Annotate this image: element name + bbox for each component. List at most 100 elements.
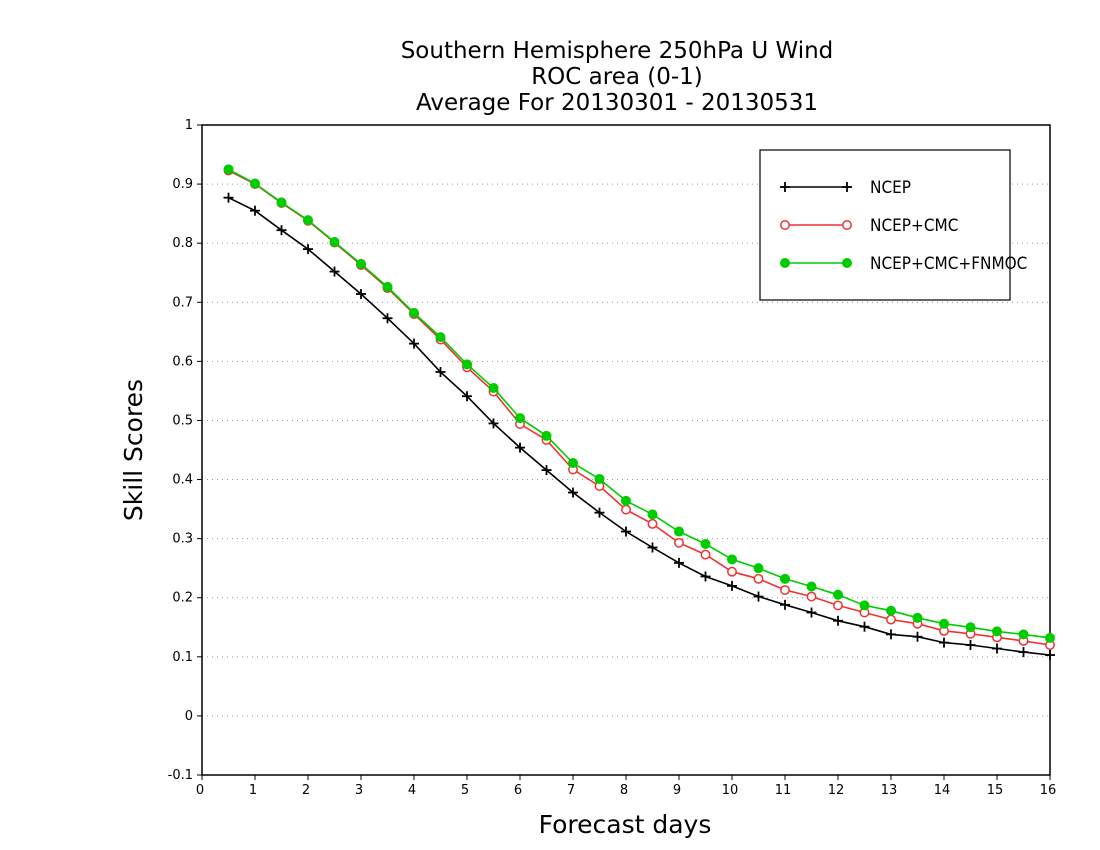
x-tick-label: 16 — [1040, 783, 1057, 798]
data-point-open-circle — [780, 585, 790, 595]
data-point-filled-circle — [223, 164, 234, 175]
data-point-plus — [992, 643, 1002, 654]
legend: NCEP NCEP+CMC NCEP+CMC+FNMOC — [759, 149, 1027, 301]
data-point-filled-circle — [842, 258, 852, 268]
data-point-plus — [806, 607, 817, 618]
data-point-filled-circle — [674, 526, 684, 537]
data-point-plus — [753, 591, 764, 602]
data-point-plus — [859, 621, 870, 632]
x-tick-label: 4 — [408, 783, 416, 798]
data-point-filled-circle — [594, 473, 605, 484]
legend-item: NCEP+CMC — [780, 216, 958, 236]
x-tick-label: 9 — [673, 783, 681, 798]
data-point-filled-circle — [833, 589, 843, 600]
x-tick-label: 8 — [620, 783, 628, 798]
data-point-plus — [833, 615, 843, 626]
x-axis-label: Forecast days — [539, 810, 712, 839]
data-point-plus — [541, 465, 552, 476]
data-point-plus — [965, 640, 976, 650]
x-tick-label: 3 — [355, 783, 363, 798]
data-point-plus — [462, 391, 472, 402]
legend-label: NCEP — [870, 178, 911, 198]
data-point-plus — [223, 192, 234, 203]
data-point-plus — [780, 599, 790, 610]
data-point-filled-circle — [329, 237, 340, 247]
data-point-filled-circle — [276, 197, 287, 208]
data-point-filled-circle — [992, 626, 1002, 637]
y-tick-label: 0.3 — [172, 532, 193, 547]
data-point-open-circle — [753, 573, 764, 584]
title-line-2: ROC area (0-1) — [531, 64, 703, 90]
data-point-filled-circle — [250, 178, 260, 189]
data-point-plus — [382, 313, 393, 324]
data-point-plus — [356, 289, 366, 299]
data-point-filled-circle — [647, 509, 658, 520]
data-point-plus — [700, 571, 711, 582]
data-point-plus — [568, 487, 578, 498]
data-point-filled-circle — [515, 413, 525, 424]
data-point-open-circle — [886, 614, 896, 625]
data-point-plus — [939, 637, 949, 648]
data-point-plus — [250, 205, 260, 216]
data-point-plus — [842, 182, 852, 192]
data-point-open-circle — [700, 549, 711, 560]
series-ncep-cmc-fnmoc — [223, 164, 1055, 643]
x-axis: 0 1 2 3 4 5 6 7 8 9 10 11 12 13 14 15 16 — [196, 775, 1056, 798]
y-tick-label: 0.4 — [172, 473, 193, 488]
data-point-plus — [727, 580, 737, 591]
x-tick-label: 2 — [302, 783, 310, 798]
y-axis-label: Skill Scores — [119, 379, 148, 521]
y-tick-label: 1 — [185, 118, 193, 133]
data-point-filled-circle — [1045, 632, 1055, 643]
data-point-plus — [621, 526, 631, 537]
data-point-filled-circle — [303, 215, 313, 226]
data-point-filled-circle — [753, 563, 764, 574]
data-point-open-circle — [621, 504, 631, 515]
data-point-plus — [303, 244, 313, 255]
title-line-1: Southern Hemisphere 250hPa U Wind — [401, 38, 834, 64]
data-point-filled-circle — [886, 605, 896, 616]
data-point-filled-circle — [727, 554, 737, 565]
data-point-filled-circle — [435, 332, 446, 343]
y-tick-label: 0 — [185, 709, 193, 724]
y-tick-label: 0.5 — [172, 413, 193, 428]
data-point-filled-circle — [780, 258, 790, 268]
data-point-open-circle — [674, 537, 684, 548]
data-point-filled-circle — [965, 622, 976, 633]
data-point-filled-circle — [462, 359, 472, 370]
data-point-plus — [409, 338, 419, 349]
x-tick-label: 13 — [881, 783, 898, 798]
data-point-plus — [276, 225, 287, 236]
data-point-filled-circle — [1018, 629, 1029, 640]
x-tick-label: 1 — [249, 783, 257, 798]
data-point-filled-circle — [859, 600, 870, 611]
y-tick-label: 0.2 — [172, 591, 193, 606]
data-point-filled-circle — [568, 458, 578, 468]
x-tick-label: 5 — [461, 783, 469, 798]
y-tick-label: 0.8 — [172, 236, 193, 251]
data-point-filled-circle — [382, 281, 393, 292]
legend-item: NCEP — [780, 178, 911, 198]
x-tick-label: 10 — [722, 783, 739, 798]
title-line-3: Average For 20130301 - 20130531 — [416, 90, 818, 116]
data-point-plus — [435, 367, 446, 377]
data-point-plus — [329, 266, 340, 277]
y-tick-label: 0.7 — [172, 295, 193, 310]
data-point-filled-circle — [939, 618, 949, 629]
data-point-filled-circle — [488, 382, 499, 393]
data-point-open-circle — [806, 591, 817, 602]
y-tick-label: 0.6 — [172, 354, 193, 369]
data-point-plus — [912, 631, 923, 642]
data-point-plus — [1018, 647, 1029, 658]
data-point-filled-circle — [700, 538, 711, 549]
data-point-open-circle — [780, 220, 790, 230]
data-point-filled-circle — [621, 495, 631, 506]
x-tick-label: 0 — [196, 783, 204, 798]
legend-item: NCEP+CMC+FNMOC — [780, 254, 1027, 274]
x-tick-label: 11 — [775, 783, 792, 798]
y-axis: -0.1 0 0.1 0.2 0.3 0.4 0.5 0.6 0.7 0.8 0.9 1 — [168, 118, 202, 783]
data-point-plus — [594, 507, 605, 518]
series-layer — [223, 164, 1055, 661]
data-point-filled-circle — [541, 430, 552, 441]
